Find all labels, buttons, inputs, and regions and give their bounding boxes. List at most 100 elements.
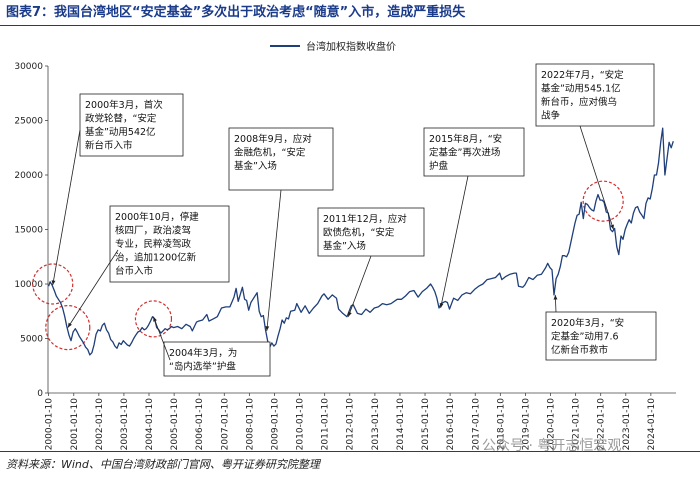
y-tick-label: 10000 [14,280,43,290]
annotation-box [535,63,655,127]
annotation-arrowhead [51,280,56,286]
annotation-arrowhead [439,303,444,308]
annotation-text: 欧债危机，“安定 [323,227,395,239]
annotation-text: 基金”动用542亿 [85,126,156,138]
annotation-text: 基金”入场 [234,160,277,172]
x-tick-label: 2013-01-10 [371,398,381,450]
annotation-text: 定基金”动用7.6 [551,331,619,343]
annotation-text: 核四厂，政治凌驾 [115,225,191,237]
annotation-box [317,207,425,257]
annotation-box [228,127,334,191]
x-tick-label: 2018-01-10 [496,398,506,450]
annotation-text: 政党轮替，“安定 [85,113,157,125]
annotation-text: 亿新台币救市 [551,344,609,356]
annotation-arrow [153,316,171,361]
annotation-text: 治，追加1200亿新 [115,252,197,264]
annotation-arrowhead [348,311,352,317]
annotation-text: 新台币，应对俄乌 [541,96,617,108]
x-tick-label: 2023-01-10 [622,398,632,450]
annotation-text: “岛内选举”护盘 [169,361,236,373]
figure-title: 图表7：我国台湾地区“安定基金”多次出于政治考虑“随意”入市，造成严重损失 [6,5,466,20]
chart-legend: 台湾加权指数收盘价 [270,40,396,53]
x-tick-label: 2001-01-10 [70,398,80,450]
annotation-text: 战争 [541,110,561,122]
title-underline [0,25,700,26]
annotation-arrow [52,129,81,286]
x-tick-label: 2007-01-10 [220,398,230,450]
annotation-arrow [67,249,119,328]
annotation: 2000年10月，停建核四厂，政治凌驾专业，民粹凌驾政治，追加1200亿新台币入… [67,205,230,328]
annotation-text: 2015年8月，“安 [429,133,502,145]
watermark: 公众号 · 粤开志恒宏观 [482,438,622,454]
annotation-text: 基金”动用545.1亿 [541,83,621,95]
annotation-arrowhead [610,224,614,230]
x-tick-label: 2006-01-10 [195,398,205,450]
annotation-arrowhead [553,294,558,300]
annotation-text: 2020年3月，“安 [551,317,624,329]
annotation-arrow [347,255,372,317]
annotation-text: 新台币入市 [85,140,133,152]
annotation-text: 2011年12月，应对 [323,213,407,225]
x-tick-label: 2022-01-10 [597,398,607,450]
annotation-text: 2004年3月，为 [169,347,237,359]
x-tick-label: 2003-01-10 [120,398,130,450]
series-line [47,127,674,356]
annotation-box [163,341,271,377]
x-tick-label: 2020-01-10 [546,398,556,450]
annotation-text: 基金”入场 [323,240,366,252]
annotation-text: 金融危机，“安定 [234,147,306,159]
y-tick-label: 20000 [14,171,43,181]
x-tick-label: 2016-01-10 [446,398,456,450]
annotations: 2000年3月，首次政党轮替，“安定基金”动用542亿新台币入市2000年10月… [51,63,657,377]
y-tick-label: 30000 [14,62,43,72]
annotation-arrow [579,125,614,230]
annotation-text: 2022年7月，“安定 [541,69,624,81]
y-tick-label: 15000 [14,226,43,236]
x-tick-label: 2004-01-10 [145,398,155,450]
annotation-arrowhead [265,326,270,331]
y-tick-label: 25000 [14,117,43,127]
annotation-arrowhead [67,322,72,328]
x-tick-label: 2024-01-10 [647,398,657,450]
x-tick-label: 2012-01-10 [346,398,356,450]
x-tick-label: 2021-01-10 [572,398,582,450]
annotation-box [109,205,230,283]
footer-rule [0,451,700,452]
line-chart: 0 5000 10000 15000 20000 25000 30000 2000-01-1… [14,40,676,450]
annotation-text: 护盘 [429,160,449,172]
x-tick-label: 2019-01-10 [521,398,531,450]
annotation-arrowhead [153,316,157,322]
highlight-circle [32,263,74,305]
annotation-box [423,127,525,177]
legend-label: 台湾加权指数收盘价 [306,40,396,53]
annotation-text: 2008年9月，应对 [234,133,312,145]
x-tick-label: 2010-01-10 [296,398,306,450]
annotation-text: 专业，民粹凌驾政 [115,238,192,250]
highlight-circle [134,300,173,338]
series-lines [47,127,674,356]
annotation-text: 定基金”再次进场 [429,147,500,159]
x-tick-label: 2014-01-10 [396,398,406,450]
y-tick-label: 0 [37,389,43,399]
annotation-box [79,93,184,157]
annotation-text: 台币入市 [115,265,154,277]
highlight-circle [582,180,624,222]
x-tick-label: 2015-01-10 [421,398,431,450]
source-note: 资料来源：Wind、中国台湾财政部门官网、粤开证券研究院整理 [6,458,320,471]
x-tick-label: 2017-01-10 [471,398,481,450]
annotation-arrow [440,175,469,309]
x-tick-label: 2011-01-10 [321,398,331,450]
x-tick-label: 2000-01-10 [45,398,55,450]
x-tick-label: 2009-01-10 [271,398,281,450]
x-tick-label: 2002-01-10 [95,398,105,450]
highlight-circle [45,305,91,351]
annotation-text: 2000年3月，首次 [85,99,163,111]
x-axis-ticks: 2000-01-10 2001-01-10 2002-01-10 2003-01-10… [45,393,657,450]
highlight-circles [32,180,624,351]
annotation-box [545,311,657,361]
annotation-text: 2000年10月，停建 [115,211,199,223]
